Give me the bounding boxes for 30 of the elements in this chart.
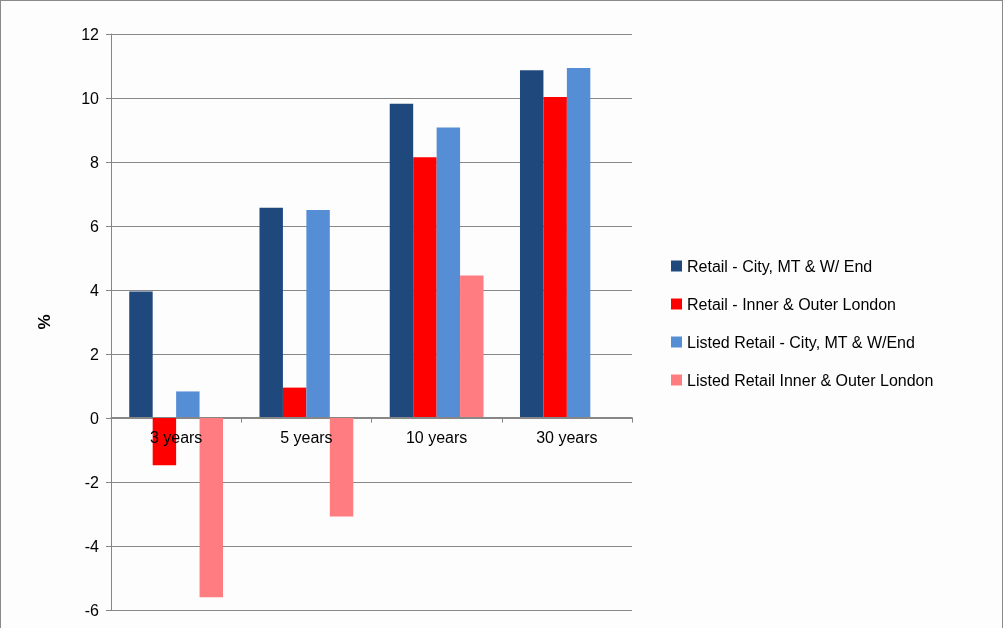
y-tick-label: -2 <box>84 473 100 491</box>
y-tick-label: 8 <box>90 153 100 171</box>
y-tick-label: 0 <box>90 409 100 427</box>
legend-label: Retail - Inner & Outer London <box>687 295 897 313</box>
bar <box>543 97 567 418</box>
y-tick-label: -6 <box>84 601 100 619</box>
y-tick-label: 4 <box>90 281 100 299</box>
bar <box>282 387 307 418</box>
y-axis-title: % <box>35 314 54 330</box>
x-tick-label: 30 years <box>536 429 598 447</box>
y-tick-label: -4 <box>84 537 100 555</box>
y-tick-label: 10 <box>81 89 100 107</box>
y-tick-label: 6 <box>90 217 100 235</box>
bar <box>436 127 461 418</box>
bar <box>176 391 200 418</box>
legend-label: Listed Retail Inner & Outer London <box>687 371 934 389</box>
bar <box>389 103 414 418</box>
bar <box>566 67 591 418</box>
legend-label: Listed Retail - City, MT & W/End <box>687 333 915 351</box>
bar <box>413 157 437 418</box>
bar <box>306 210 330 418</box>
y-tick-label: 12 <box>81 25 100 43</box>
x-tick-label: 5 years <box>280 429 333 447</box>
x-tick-label: 10 years <box>405 429 468 447</box>
bar <box>460 275 484 418</box>
legend-label: Retail - City, MT & W/ End <box>687 257 873 275</box>
bar <box>259 207 283 418</box>
y-tick-label: 2 <box>90 345 100 363</box>
bar <box>519 70 544 418</box>
bar <box>129 291 153 418</box>
